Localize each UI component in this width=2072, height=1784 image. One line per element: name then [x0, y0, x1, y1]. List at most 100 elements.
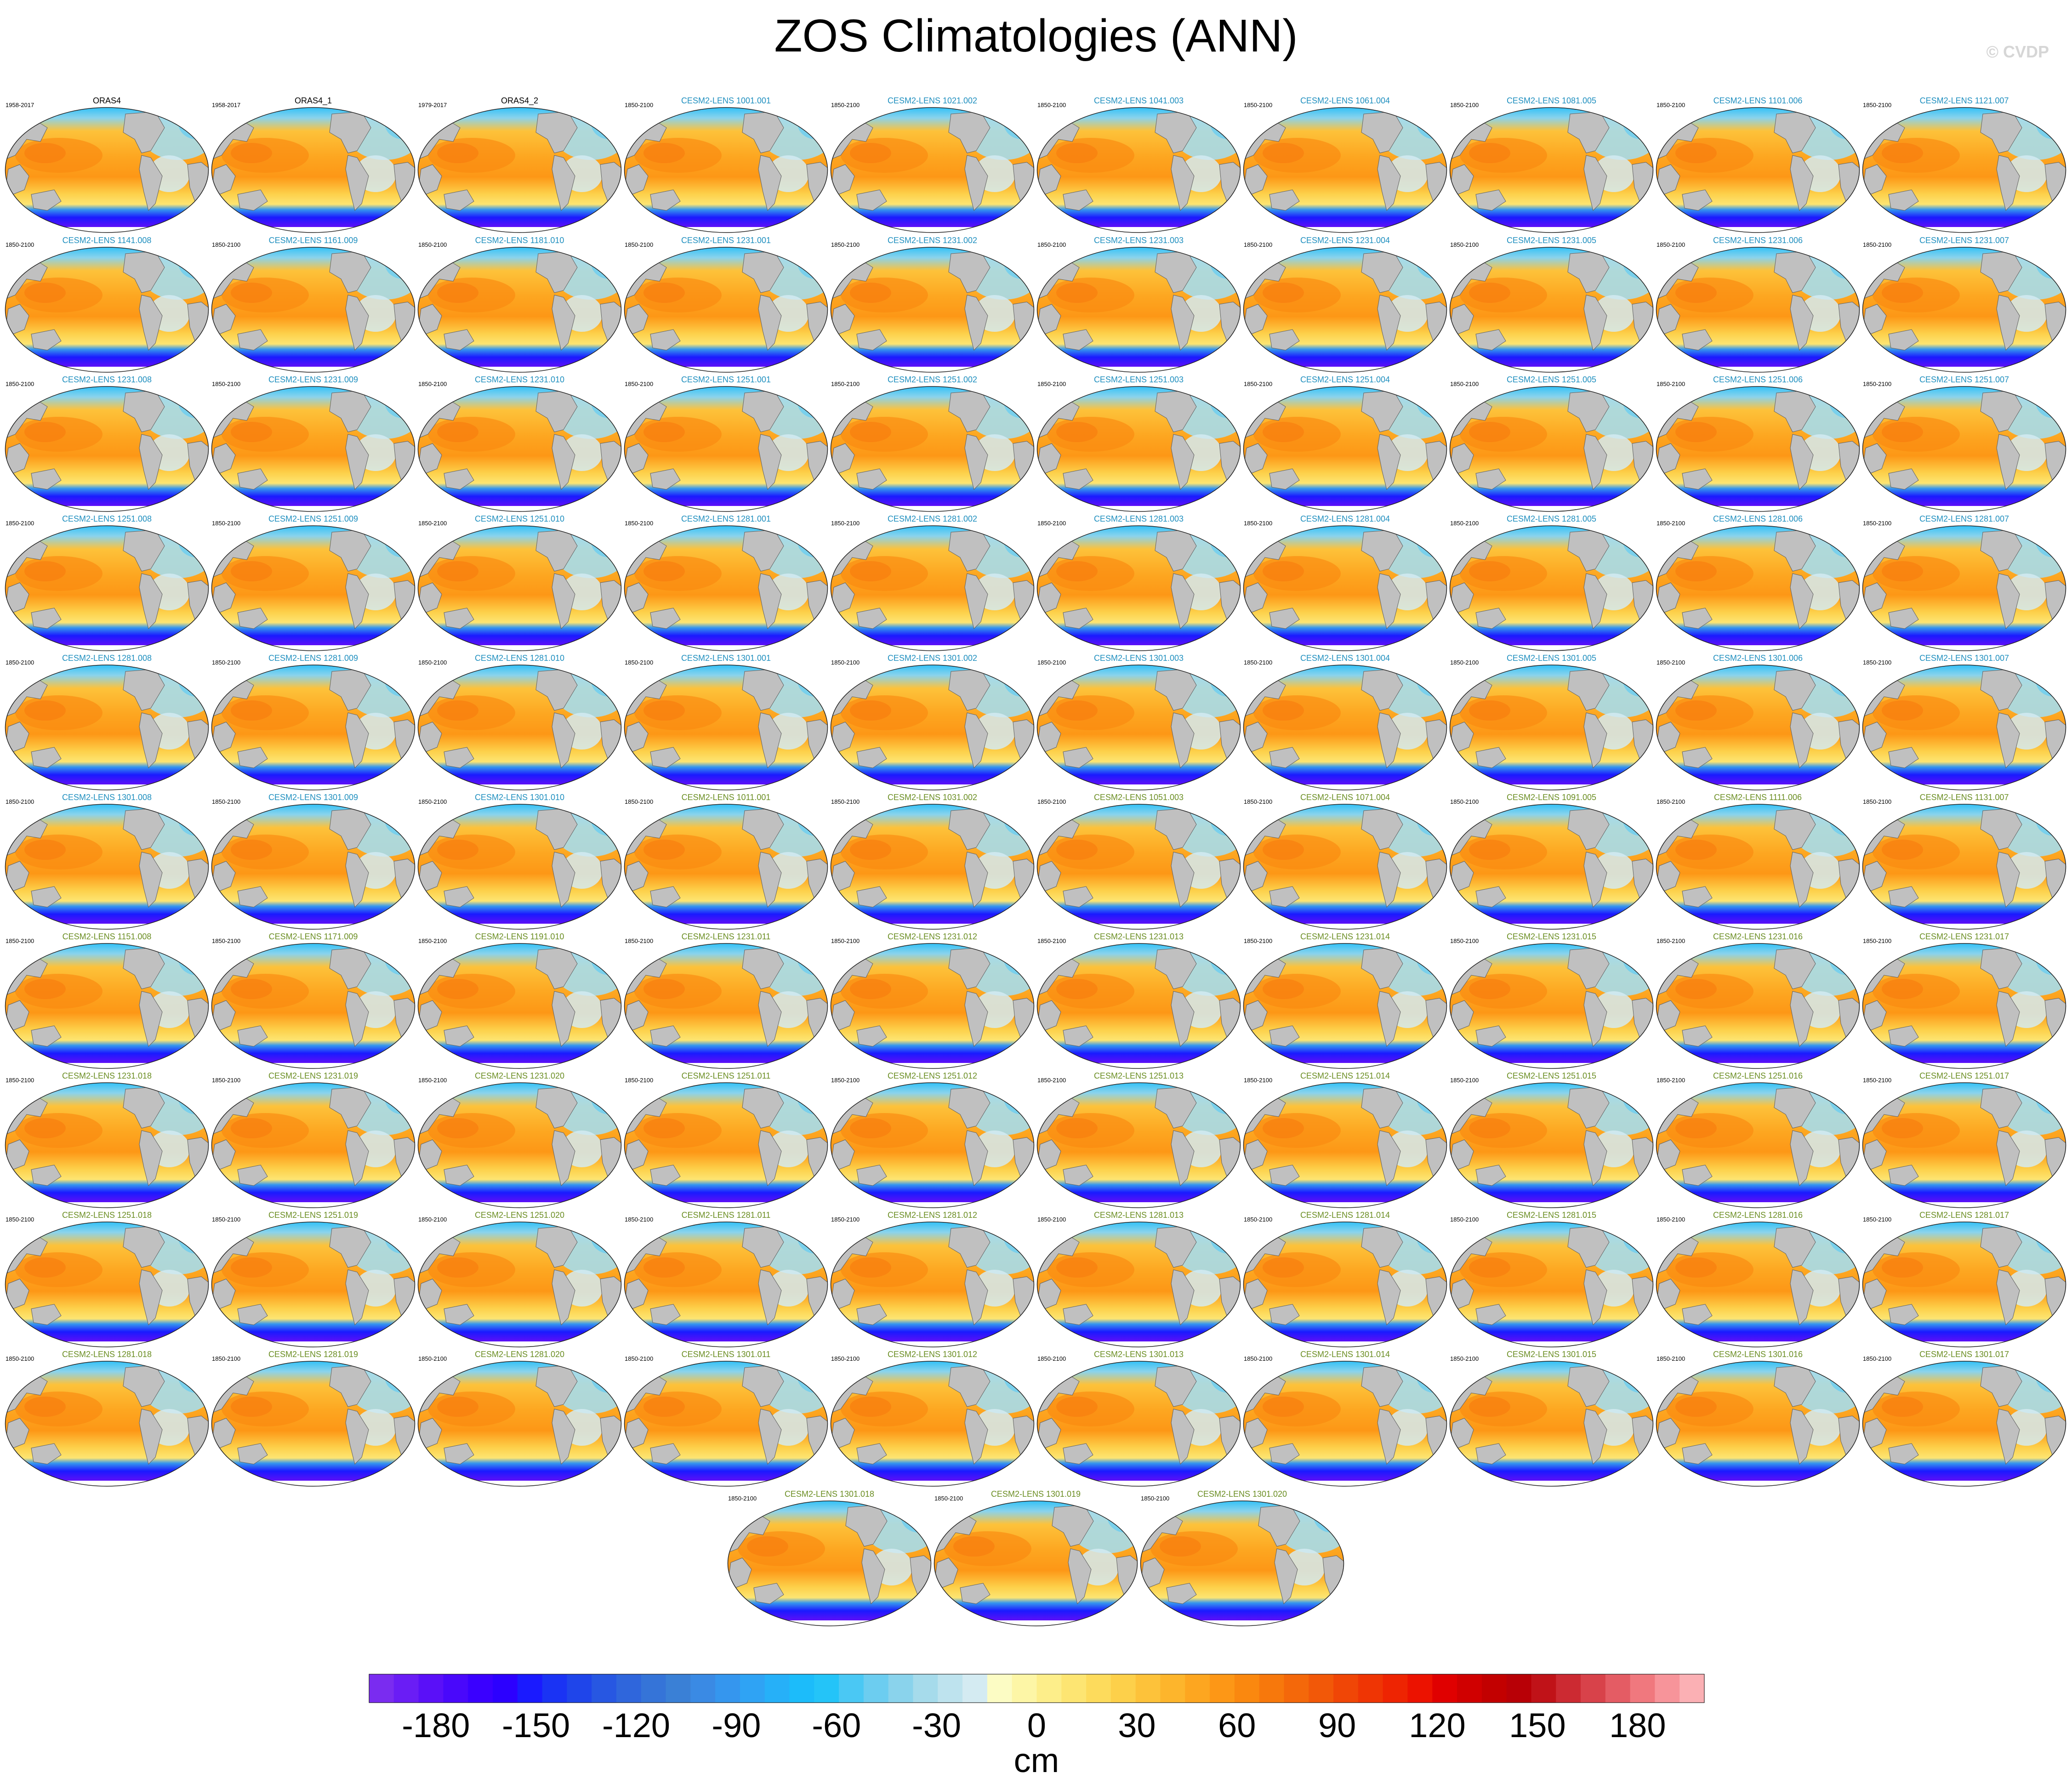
map-panel: ORAS4 1958-2017 [4, 96, 210, 236]
colorbar-tick-label: 0 [1027, 1706, 1046, 1744]
map-field [624, 804, 828, 929]
map-panel: CESM2-LENS 1301.005 1850-2100 [1448, 653, 1655, 793]
map-plot [830, 943, 1035, 1069]
panel-title: CESM2-LENS 1231.009 [268, 375, 359, 384]
map-plot [5, 804, 209, 930]
map-plot [1243, 1361, 1447, 1487]
map-panel: CESM2-LENS 1231.011 1850-2100 [623, 932, 829, 1072]
panel-period: 1850-2100 [1450, 937, 1479, 944]
map-panel: CESM2-LENS 1251.014 1850-2100 [1242, 1071, 1448, 1211]
map-field [1243, 1361, 1447, 1486]
colorbar-box [740, 1674, 765, 1703]
colorbar-box [1383, 1674, 1408, 1703]
map-panel: CESM2-LENS 1001.001 1850-2100 [623, 96, 829, 236]
map-panel: CESM2-LENS 1251.011 1850-2100 [623, 1071, 829, 1211]
map-panel: CESM2-LENS 1281.015 1850-2100 [1448, 1210, 1655, 1350]
panel-title: CESM2-LENS 1081.005 [1506, 96, 1597, 105]
panel-period: 1850-2100 [831, 1077, 860, 1084]
map-panel: CESM2-LENS 1231.020 1850-2100 [416, 1071, 623, 1211]
panel-title: CESM2-LENS 1301.020 [1197, 1489, 1287, 1499]
panel-period: 1850-2100 [831, 1216, 860, 1223]
panel-period: 1850-2100 [625, 1355, 654, 1362]
colorbar-box [492, 1674, 518, 1703]
panel-period: 1850-2100 [1037, 520, 1066, 527]
panel-title: CESM2-LENS 1251.010 [474, 514, 565, 523]
colorbar-box [1061, 1674, 1087, 1703]
panel-title: CESM2-LENS 1231.003 [1093, 236, 1184, 245]
panel-title: CESM2-LENS 1281.004 [1300, 514, 1390, 523]
map-plot [1862, 247, 2066, 373]
map-panel: CESM2-LENS 1111.006 1850-2100 [1655, 792, 1861, 932]
colorbar-box [1481, 1674, 1507, 1703]
panel-period: 1850-2100 [1037, 1077, 1066, 1084]
map-plot [5, 525, 209, 651]
map-plot [1036, 665, 1241, 790]
panel-period: 1850-2100 [625, 1216, 654, 1223]
colorbar-box [1556, 1674, 1581, 1703]
map-field [1450, 526, 1653, 651]
map-field [934, 1501, 1138, 1626]
map-plot [830, 1222, 1035, 1347]
panel-period: 1850-2100 [1244, 241, 1273, 248]
map-field [5, 386, 209, 511]
panel-period: 1850-2100 [1244, 102, 1273, 108]
map-field [1450, 108, 1653, 233]
panel-period: 1850-2100 [418, 241, 447, 248]
map-plot [1656, 943, 1860, 1069]
panel-title: CESM2-LENS 1301.008 [62, 793, 152, 802]
map-plot [5, 247, 209, 373]
map-plot [1036, 525, 1241, 651]
map-panel: CESM2-LENS 1281.009 1850-2100 [210, 653, 416, 793]
map-field [1243, 1222, 1447, 1347]
panel-period: 1850-2100 [1656, 1355, 1685, 1362]
panel-title: CESM2-LENS 1301.005 [1506, 653, 1597, 663]
panel-title: CESM2-LENS 1231.001 [681, 236, 771, 245]
panel-period: 1850-2100 [1656, 241, 1685, 248]
panel-title: CESM2-LENS 1281.015 [1506, 1210, 1597, 1220]
panel-title: CESM2-LENS 1301.010 [474, 793, 565, 802]
panel-title: CESM2-LENS 1251.012 [887, 1071, 978, 1080]
panel-title: CESM2-LENS 1251.009 [268, 514, 359, 523]
panel-period: 1850-2100 [1450, 102, 1479, 108]
map-field [1243, 665, 1447, 790]
map-field [624, 665, 828, 790]
panel-period: 1850-2100 [831, 1355, 860, 1362]
map-panel: CESM2-LENS 1281.001 1850-2100 [623, 514, 829, 654]
panel-title: CESM2-LENS 1281.007 [1919, 514, 2009, 523]
panel-title: CESM2-LENS 1031.002 [887, 793, 978, 802]
map-plot [5, 1222, 209, 1347]
colorbar-box [1309, 1674, 1334, 1703]
map-field [211, 665, 415, 790]
colorbar-box [913, 1674, 938, 1703]
map-field [1243, 1083, 1447, 1208]
panel-period: 1850-2100 [625, 102, 654, 108]
panel-period: 1850-2100 [831, 520, 860, 527]
map-plot [1036, 1361, 1241, 1487]
map-panel: CESM2-LENS 1301.016 1850-2100 [1655, 1349, 1861, 1489]
map-plot [934, 1500, 1138, 1626]
map-panel: CESM2-LENS 1061.004 1850-2100 [1242, 96, 1448, 236]
colorbar-box [1679, 1674, 1705, 1703]
map-plot [1656, 525, 1860, 651]
map-plot [624, 386, 828, 512]
map-panel: CESM2-LENS 1301.002 1850-2100 [829, 653, 1036, 793]
map-panel: CESM2-LENS 1251.018 1850-2100 [4, 1210, 210, 1350]
colorbar-box [1135, 1674, 1161, 1703]
map-panel: CESM2-LENS 1251.003 1850-2100 [1036, 375, 1242, 515]
colorbar-tick-label: 30 [1118, 1706, 1156, 1744]
map-plot [1449, 107, 1654, 233]
panel-title: CESM2-LENS 1051.003 [1093, 793, 1184, 802]
panel-title: CESM2-LENS 1121.007 [1919, 96, 2009, 105]
panel-title: CESM2-LENS 1281.013 [1093, 1210, 1184, 1220]
colorbar-tick-label: -180 [402, 1706, 470, 1744]
map-plot [1036, 943, 1241, 1069]
colorbar-tick-label: -60 [812, 1706, 861, 1744]
colorbar-box [1333, 1674, 1359, 1703]
map-panel: CESM2-LENS 1301.014 1850-2100 [1242, 1349, 1448, 1489]
map-field [1862, 526, 2066, 651]
panel-title: CESM2-LENS 1281.012 [887, 1210, 978, 1220]
panel-period: 1850-2100 [1037, 1355, 1066, 1362]
map-plot [417, 943, 622, 1069]
map-plot [211, 247, 416, 373]
panel-title: CESM2-LENS 1301.001 [681, 653, 771, 663]
